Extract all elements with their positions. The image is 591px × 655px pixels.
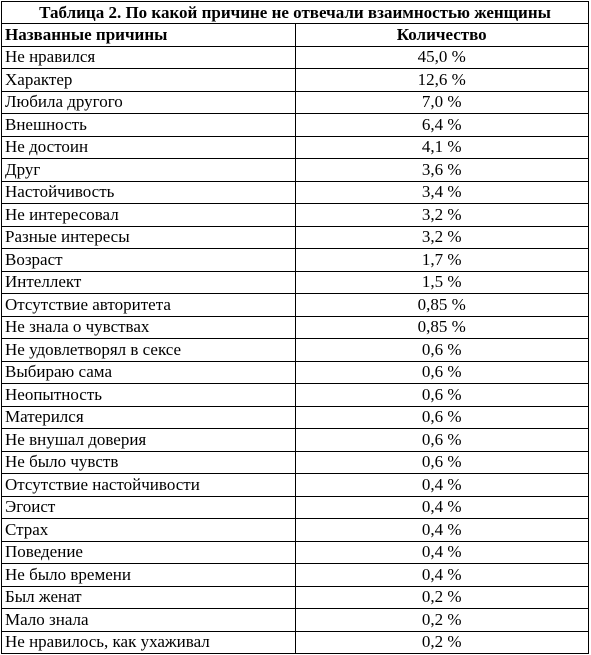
reason-cell: Был женат bbox=[1, 585, 296, 609]
quantity-cell: 3,4 % bbox=[294, 180, 589, 204]
quantity-cell: 1,5 % bbox=[294, 270, 589, 294]
table-row: Разные интересы 3,2 % bbox=[1, 225, 589, 249]
quantity-cell: 7,0 % bbox=[294, 90, 589, 114]
reason-cell: Отсутствие авторитета bbox=[1, 293, 296, 317]
table-row: Не было времени 0,4 % bbox=[1, 563, 589, 587]
table-title: Таблица 2. По какой причине не отвечали … bbox=[1, 1, 589, 24]
quantity-cell: 0,6 % bbox=[294, 383, 589, 407]
quantity-cell: 3,2 % bbox=[294, 203, 589, 227]
table-row: Возраст 1,7 % bbox=[1, 248, 589, 272]
reason-cell: Не внушал доверия bbox=[1, 428, 296, 452]
reason-cell: Не было времени bbox=[1, 563, 296, 587]
reason-cell: Не удовлетворял в сексе bbox=[1, 338, 296, 362]
table-row: Матерился 0,6 % bbox=[1, 405, 589, 429]
table-row: Отсутствие авторитета 0,85 % bbox=[1, 293, 589, 317]
table-row: Настойчивость 3,4 % bbox=[1, 180, 589, 204]
table-row: Поведение 0,4 % bbox=[1, 540, 589, 564]
reason-cell: Эгоист bbox=[1, 495, 296, 519]
table-title-row: Таблица 2. По какой причине не отвечали … bbox=[1, 1, 589, 24]
table-row: Не нравился 45,0 % bbox=[1, 45, 589, 69]
table-row: Внешность 6,4 % bbox=[1, 113, 589, 137]
quantity-cell: 6,4 % bbox=[294, 113, 589, 137]
quantity-cell: 0,6 % bbox=[294, 428, 589, 452]
reason-cell: Не было чувств bbox=[1, 450, 296, 474]
quantity-cell: 0,6 % bbox=[294, 360, 589, 384]
reason-cell: Поведение bbox=[1, 540, 296, 564]
reason-cell: Страх bbox=[1, 518, 296, 542]
table-body: Не нравился 45,0 % Характер 12,6 % Любила др… bbox=[1, 45, 589, 654]
quantity-cell: 3,6 % bbox=[294, 158, 589, 182]
quantity-cell: 3,2 % bbox=[294, 225, 589, 249]
reason-cell: Интеллект bbox=[1, 270, 296, 294]
quantity-cell: 12,6 % bbox=[294, 68, 589, 92]
quantity-cell: 45,0 % bbox=[294, 45, 589, 69]
quantity-cell: 0,85 % bbox=[294, 293, 589, 317]
quantity-cell: 0,4 % bbox=[294, 473, 589, 497]
reason-cell: Внешность bbox=[1, 113, 296, 137]
column-header-quantity: Количество bbox=[294, 23, 589, 47]
quantity-cell: 0,6 % bbox=[294, 450, 589, 474]
quantity-cell: 1,7 % bbox=[294, 248, 589, 272]
quantity-cell: 4,1 % bbox=[294, 135, 589, 159]
reason-cell: Возраст bbox=[1, 248, 296, 272]
table-row: Выбираю сама 0,6 % bbox=[1, 360, 589, 384]
reason-cell: Не знала о чувствах bbox=[1, 315, 296, 339]
table-header-row: Названные причины Количество bbox=[1, 23, 589, 47]
quantity-cell: 0,4 % bbox=[294, 563, 589, 587]
reason-cell: Не интересовал bbox=[1, 203, 296, 227]
table-row: Не удовлетворял в сексе 0,6 % bbox=[1, 338, 589, 362]
table-row: Не внушал доверия 0,6 % bbox=[1, 428, 589, 452]
quantity-cell: 0,2 % bbox=[294, 630, 589, 654]
table-row: Не интересовал 3,2 % bbox=[1, 203, 589, 227]
quantity-cell: 0,85 % bbox=[294, 315, 589, 339]
quantity-cell: 0,6 % bbox=[294, 338, 589, 362]
table-row: Не достоин 4,1 % bbox=[1, 135, 589, 159]
quantity-cell: 0,6 % bbox=[294, 405, 589, 429]
reason-cell: Неопытность bbox=[1, 383, 296, 407]
table-row: Был женат 0,2 % bbox=[1, 585, 589, 609]
table-row: Страх 0,4 % bbox=[1, 518, 589, 542]
quantity-cell: 0,2 % bbox=[294, 608, 589, 632]
reason-cell: Мало знала bbox=[1, 608, 296, 632]
reason-cell: Не достоин bbox=[1, 135, 296, 159]
reason-cell: Любила другого bbox=[1, 90, 296, 114]
quantity-cell: 0,2 % bbox=[294, 585, 589, 609]
reason-cell: Матерился bbox=[1, 405, 296, 429]
table-row: Характер 12,6 % bbox=[1, 68, 589, 92]
table-row: Мало знала 0,2 % bbox=[1, 608, 589, 632]
table-row: Отсутствие настойчивости 0,4 % bbox=[1, 473, 589, 497]
table-row: Не было чувств 0,6 % bbox=[1, 450, 589, 474]
table-row: Интеллект 1,5 % bbox=[1, 270, 589, 294]
table-row: Друг 3,6 % bbox=[1, 158, 589, 182]
reason-cell: Настойчивость bbox=[1, 180, 296, 204]
reason-cell: Отсутствие настойчивости bbox=[1, 473, 296, 497]
reason-cell: Разные интересы bbox=[1, 225, 296, 249]
reason-cell: Выбираю сама bbox=[1, 360, 296, 384]
table-row: Любила другого 7,0 % bbox=[1, 90, 589, 114]
quantity-cell: 0,4 % bbox=[294, 495, 589, 519]
table-row: Не нравилось, как ухаживал 0,2 % bbox=[1, 630, 589, 654]
reason-cell: Не нравился bbox=[1, 45, 296, 69]
reason-cell: Характер bbox=[1, 68, 296, 92]
table-row: Неопытность 0,6 % bbox=[1, 383, 589, 407]
quantity-cell: 0,4 % bbox=[294, 540, 589, 564]
reason-cell: Не нравилось, как ухаживал bbox=[1, 630, 296, 654]
quantity-cell: 0,4 % bbox=[294, 518, 589, 542]
column-header-reasons: Названные причины bbox=[1, 23, 296, 47]
table-row: Не знала о чувствах 0,85 % bbox=[1, 315, 589, 339]
reason-cell: Друг bbox=[1, 158, 296, 182]
table-row: Эгоист 0,4 % bbox=[1, 495, 589, 519]
